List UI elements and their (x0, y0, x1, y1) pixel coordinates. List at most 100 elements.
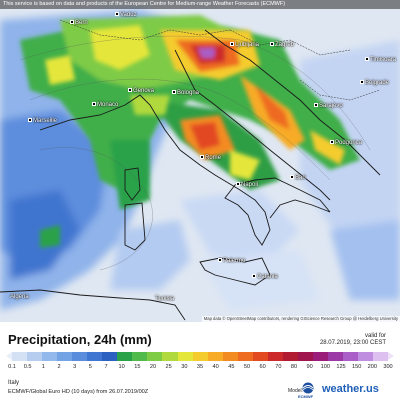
ecmwf-logo-text: ECMWF (298, 394, 314, 399)
scale-tick-label: 90 (306, 364, 313, 370)
balkan-coast (204, 29, 381, 176)
city-marker (290, 175, 294, 180)
city-label: Palermo (218, 258, 245, 264)
city-marker (330, 140, 334, 145)
city-name: Zagreb (275, 42, 295, 48)
city-label: Bologna (172, 90, 199, 96)
scale-segment (343, 352, 359, 361)
scale-segment (87, 352, 103, 361)
north-africa-coast (0, 289, 186, 321)
country-label: Tunisia (155, 296, 174, 302)
city-label: Genova (128, 88, 154, 94)
map-canvas (0, 0, 400, 322)
scale-ticks: 0.1 0.5 1 2 3 5 7 10 15 20 25 30 35 40 45 50 60 70 80 90 100… (0, 364, 400, 372)
scale-tick-label: 2 (57, 364, 61, 370)
italy-west-coast (39, 94, 331, 246)
city-name: Bern (75, 20, 88, 26)
weather-us-logo[interactable]: weather.us (322, 383, 379, 395)
city-marker (115, 12, 119, 17)
scale-tick-label: 200 (367, 364, 377, 370)
scale-segment (207, 352, 223, 361)
city-marker (200, 155, 204, 160)
country-label: Algeria (10, 294, 29, 300)
map-title: Precipitation, 24h (mm) (8, 332, 152, 347)
scale-segment (117, 352, 133, 361)
scale-tick-label: 35 (196, 364, 204, 370)
scale-tick-label: 1 (41, 364, 45, 370)
city-marker (365, 57, 369, 62)
city-label: Marseille (28, 118, 57, 124)
scale-segment (72, 352, 88, 361)
italy-east-coast (174, 49, 331, 201)
precipitation-map[interactable]: This service is based on data and produc… (0, 0, 400, 322)
city-label: Vaduz (115, 12, 137, 18)
scale-segment (297, 352, 313, 361)
city-name: Vaduz (120, 12, 137, 18)
scale-tick-label: 100 (320, 364, 330, 370)
scale-segment (42, 352, 58, 361)
sardinia (124, 202, 146, 251)
city-label: Timisoara (365, 57, 396, 63)
city-label: Rome (200, 155, 221, 161)
city-marker (128, 88, 132, 93)
city-name: Napoli (241, 182, 259, 188)
scale-segment (327, 352, 344, 361)
scale-tick-label: 10 (118, 364, 125, 370)
city-marker (70, 20, 74, 25)
scale-low-arrow (6, 352, 12, 360)
city-marker (360, 80, 364, 85)
scale-tick-label: 0.1 (8, 364, 16, 370)
model-run-label: ECMWF/Global Euro HD (10 days) from 26.0… (8, 389, 149, 395)
scale-segment (237, 352, 253, 361)
scale-tick-label: 150 (351, 364, 362, 370)
country-borders (59, 19, 381, 101)
scale-tick-label: 40 (212, 364, 219, 370)
city-name: Ljubljana (235, 42, 260, 48)
scale-segment (27, 352, 43, 361)
scale-segment (267, 352, 283, 361)
color-scale (12, 352, 389, 361)
scale-tick-label: 125 (336, 364, 346, 370)
scale-tick-label: 50 (243, 364, 251, 370)
city-name: Rome (205, 155, 222, 161)
city-name: Podgorica (335, 140, 363, 146)
scale-tick-label: 45 (228, 364, 235, 370)
scale-tick-label: 70 (275, 364, 282, 370)
precip-heavy-field (40, 25, 345, 248)
city-name: Genova (133, 88, 155, 94)
scale-segment (358, 352, 374, 361)
city-label: Sarajevo (314, 103, 343, 109)
scale-tick-label: 15 (134, 364, 141, 370)
valid-time-block: valid for 28.07.2019, 23:00 CEST (320, 333, 386, 347)
city-marker (252, 274, 256, 279)
scale-segment (252, 352, 268, 361)
city-name: Marseille (33, 118, 58, 124)
scale-segment (373, 352, 389, 361)
city-marker (218, 258, 222, 263)
city-marker (314, 103, 318, 108)
model-caption: Model: (288, 388, 304, 394)
city-name: Bari (295, 175, 306, 181)
corsica (124, 167, 141, 201)
valid-label: valid for (364, 333, 386, 339)
region-label: Italy (8, 380, 20, 386)
city-label: Monaco (92, 102, 118, 108)
scale-high-arrow (388, 352, 394, 360)
scale-segment (12, 352, 28, 361)
city-name: Monaco (97, 102, 119, 108)
scale-segment (57, 352, 73, 361)
city-marker (92, 102, 96, 107)
valid-time: 28.07.2019, 23:00 CEST (319, 340, 386, 346)
city-marker (236, 182, 240, 187)
scale-tick-label: 5 (88, 364, 92, 370)
scale-tick-label: 3 (73, 364, 77, 370)
scale-segment (132, 352, 148, 361)
city-name: Catania (257, 274, 278, 280)
city-label: Ljubljana (230, 42, 259, 48)
country-name: Algeria (10, 294, 29, 300)
city-name: Timisoara (370, 57, 397, 63)
city-marker (230, 42, 234, 47)
scale-tick-label: 30 (181, 364, 188, 370)
sicily (199, 257, 271, 286)
coastlines (0, 29, 381, 321)
